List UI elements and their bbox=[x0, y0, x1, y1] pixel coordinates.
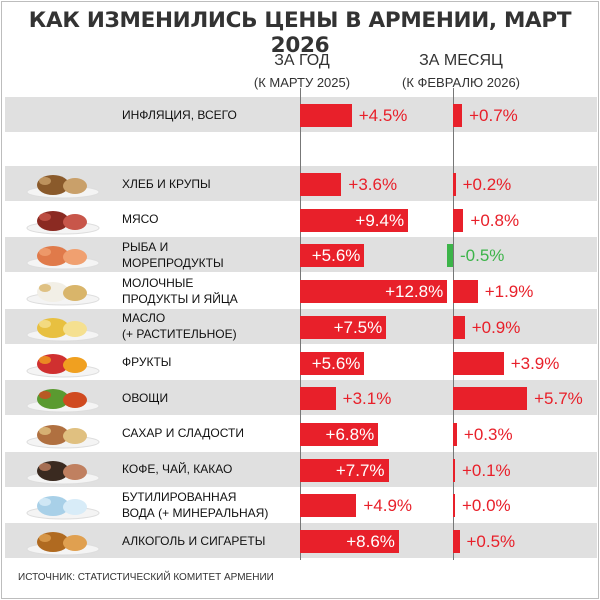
category-row: БУТИЛИРОВАННАЯ ВОДА (+ МИНЕРАЛЬНАЯ) bbox=[5, 487, 597, 522]
year-value-label: +3.1% bbox=[342, 389, 392, 409]
year-bar bbox=[300, 208, 409, 232]
month-bar bbox=[453, 351, 504, 375]
month-bar bbox=[453, 494, 455, 518]
sweets-photo-icon bbox=[26, 424, 100, 449]
year-bar bbox=[300, 244, 365, 268]
category-label: ХЛЕБ И КРУПЫ bbox=[122, 176, 211, 191]
coffee-photo-icon bbox=[26, 460, 100, 485]
year-value-label: +8.6% bbox=[346, 532, 395, 551]
month-value-label: +0.9% bbox=[471, 317, 521, 337]
year-value-label: +7.7% bbox=[335, 460, 385, 480]
year-bar bbox=[300, 104, 352, 127]
category-label: КОФЕ, ЧАЙ, КАКАО bbox=[122, 462, 233, 477]
month-value-label: +0.0% bbox=[462, 496, 511, 516]
category-label: ОВОЩИ bbox=[122, 390, 169, 405]
year-bar bbox=[300, 422, 379, 446]
liquor-photo-icon bbox=[26, 532, 100, 556]
column-subtitle-month: (К ФЕВРАЛЮ 2026) bbox=[401, 75, 521, 90]
month-value-label: +0.7% bbox=[469, 106, 518, 125]
category-row: ФРУКТЫ bbox=[5, 345, 597, 380]
month-value-label: +0.1% bbox=[462, 460, 511, 480]
oil-photo-icon bbox=[26, 317, 100, 342]
year-value-label: +4.9% bbox=[363, 496, 413, 516]
steak-photo-icon bbox=[26, 210, 100, 235]
month-bar bbox=[453, 315, 465, 339]
month-bar bbox=[453, 530, 460, 553]
month-bar bbox=[446, 244, 453, 268]
year-bar bbox=[300, 173, 342, 196]
year-bar bbox=[300, 280, 448, 304]
year-bar bbox=[300, 387, 336, 411]
source-note: ИСТОЧНИК: СТАТИСТИЧЕСКИЙ КОМИТЕТ АРМЕНИИ bbox=[18, 572, 274, 583]
year-value-label: +4.5% bbox=[358, 106, 408, 125]
fruit-photo-icon bbox=[26, 353, 100, 377]
month-bar bbox=[453, 458, 455, 482]
vegetables-photo-icon bbox=[26, 389, 100, 413]
month-value-label: -0.5% bbox=[460, 246, 505, 266]
year-bar bbox=[300, 315, 387, 339]
year-bar bbox=[300, 351, 365, 375]
column-title-year: ЗА ГОД bbox=[274, 52, 330, 69]
column-subtitle-year: (К МАРТУ 2025) bbox=[253, 75, 351, 90]
month-value-label: +5.7% bbox=[534, 389, 583, 409]
category-label: РЫБА И МОРЕПРОДУКТЫ bbox=[122, 239, 224, 270]
year-bar bbox=[300, 494, 357, 518]
category-row: МОЛОЧНЫЕ ПРОДУКТЫ И ЯЙЦА bbox=[5, 273, 597, 308]
year-bar bbox=[300, 530, 399, 553]
month-bar bbox=[453, 208, 464, 232]
month-value-label: +0.3% bbox=[463, 424, 513, 444]
year-value-label: +5.6% bbox=[311, 246, 361, 266]
category-label: МОЛОЧНЫЕ ПРОДУКТЫ И ЯЙЦА bbox=[122, 275, 238, 306]
dairy-photo-icon bbox=[26, 282, 100, 306]
month-value-label: +1.9% bbox=[484, 282, 534, 302]
category-row: САХАР И СЛАДОСТИ bbox=[5, 416, 597, 451]
year-value-label: +6.8% bbox=[325, 424, 375, 444]
chart-title: КАК ИЗМЕНИЛИСЬ ЦЕНЫ В АРМЕНИИ, МАРТ 2026 bbox=[28, 8, 572, 58]
category-label: БУТИЛИРОВАННАЯ ВОДА (+ МИНЕРАЛЬНАЯ) bbox=[122, 489, 269, 520]
year-value-label: +5.6% bbox=[311, 353, 361, 373]
year-value-label: +9.4% bbox=[355, 210, 405, 230]
salmon-photo-icon bbox=[26, 246, 100, 270]
column-title-month: ЗА МЕСЯЦ bbox=[419, 52, 503, 69]
category-label: ИНФЛЯЦИЯ, ВСЕГО bbox=[122, 107, 237, 122]
month-bar bbox=[453, 422, 457, 446]
month-value-label: +0.5% bbox=[466, 532, 516, 551]
month-bar bbox=[453, 173, 456, 196]
month-bar bbox=[453, 387, 528, 411]
column-header-year: ЗА ГОД (К МАРТУ 2025) bbox=[222, 52, 382, 90]
category-label: ФРУКТЫ bbox=[122, 355, 172, 369]
category-label: САХАР И СЛАДОСТИ bbox=[122, 426, 244, 441]
year-value-label: +12.8% bbox=[385, 282, 444, 302]
year-value-label: +3.6% bbox=[348, 175, 398, 194]
year-value-label: +7.5% bbox=[333, 317, 383, 337]
month-value-label: +3.9% bbox=[510, 353, 560, 373]
bread-photo-icon bbox=[26, 175, 100, 199]
month-value-label: +0.2% bbox=[462, 175, 512, 194]
month-bar bbox=[453, 280, 478, 304]
category-label: АЛКОГОЛЬ И СИГАРЕТЫ bbox=[122, 533, 266, 548]
month-value-label: +0.8% bbox=[470, 210, 520, 230]
month-bar bbox=[453, 104, 463, 127]
water-bottles-photo-icon bbox=[26, 496, 100, 520]
column-header-month: ЗА МЕСЯЦ (К ФЕВРАЛЮ 2026) bbox=[381, 52, 541, 90]
category-label: МЯСО bbox=[122, 212, 159, 227]
category-label: МАСЛО (+ РАСТИТЕЛЬНОЕ) bbox=[122, 311, 237, 342]
year-bar bbox=[300, 458, 389, 482]
category-row: МЯСО bbox=[5, 202, 597, 237]
